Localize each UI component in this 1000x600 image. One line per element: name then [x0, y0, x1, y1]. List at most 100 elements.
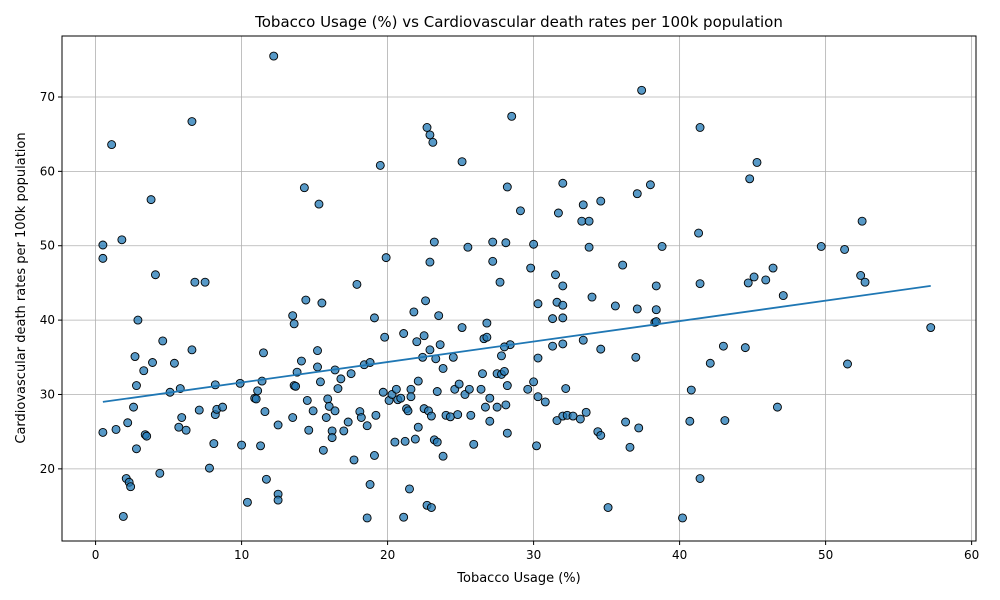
scatter-point: [485, 416, 495, 426]
scatter-point: [313, 346, 322, 356]
scatter-point: [695, 123, 705, 132]
scatter-point: [529, 377, 539, 387]
grid-lines: [62, 36, 976, 541]
scatter-point: [256, 441, 266, 451]
scatter-point: [749, 272, 759, 282]
scatter-point: [273, 420, 283, 430]
scatter-point: [390, 437, 400, 447]
scatter-point: [323, 394, 333, 404]
scatter-point: [370, 313, 379, 323]
scatter-point: [558, 339, 568, 349]
scatter-point: [457, 157, 467, 167]
scatter-point: [426, 503, 436, 512]
scatter-point: [333, 384, 343, 393]
scatter-point: [142, 431, 152, 441]
scatter-point: [375, 160, 385, 170]
scatter-point: [314, 199, 324, 209]
scatter-point: [111, 424, 121, 434]
scatter-point: [501, 238, 511, 248]
scatter-point: [365, 480, 375, 489]
scatter-point: [540, 397, 550, 407]
scatter-point: [302, 395, 312, 405]
scatter-point: [413, 422, 423, 432]
scatter-point: [476, 384, 486, 394]
scatter-point: [485, 393, 495, 403]
scatter-point: [631, 352, 641, 362]
y-tick-label: 50: [40, 239, 55, 253]
scatter-point: [482, 318, 492, 328]
scatter-point: [552, 416, 562, 425]
scatter-point: [651, 281, 661, 291]
x-tick-label: 10: [234, 548, 249, 562]
scatter-point: [381, 253, 391, 263]
scatter-point: [488, 256, 498, 266]
scatter-point: [308, 406, 318, 416]
scatter-point: [117, 235, 127, 245]
scatter-point: [926, 323, 936, 332]
scatter-point: [568, 411, 578, 421]
scatter-point: [533, 392, 543, 402]
scatter-point: [645, 180, 655, 190]
scatter-point: [558, 313, 568, 323]
scatter-point: [362, 513, 372, 523]
scatter-point: [352, 279, 362, 289]
scatter-point: [169, 358, 179, 368]
scatter-point: [253, 386, 263, 396]
scatter-point: [502, 182, 512, 192]
scatter-point: [548, 341, 558, 351]
scatter-point: [370, 451, 379, 460]
scatter-point: [288, 311, 298, 321]
scatter-point: [432, 387, 442, 396]
scatter-point: [507, 111, 517, 121]
scatter-point: [107, 140, 117, 150]
scatter-point: [448, 352, 458, 362]
scatter-point: [596, 196, 606, 206]
scatter-point: [98, 253, 108, 263]
scatter-point: [482, 332, 492, 342]
scatter-point: [694, 228, 704, 238]
scatter-point: [469, 439, 479, 449]
scatter-point: [391, 384, 401, 394]
scatter-point: [380, 332, 390, 342]
scatter-point: [123, 418, 133, 428]
scatter-point: [429, 237, 439, 247]
scatter-point: [499, 366, 509, 376]
scatter-point: [327, 433, 337, 443]
scatter-point: [685, 416, 695, 426]
scatter-point: [378, 387, 388, 397]
scatter-point: [132, 444, 141, 454]
scatter-point: [118, 512, 128, 521]
scatter-point: [146, 195, 156, 205]
scatter-point: [752, 157, 762, 167]
scatter-point: [261, 474, 271, 484]
scatter-point: [454, 379, 464, 389]
scatter-point: [412, 337, 422, 347]
scatter-point: [695, 474, 705, 483]
scatter-point: [480, 402, 490, 412]
data-points: [98, 51, 936, 523]
scatter-point: [778, 291, 788, 301]
scatter-point: [432, 437, 442, 447]
scatter-point: [553, 208, 563, 218]
scatter-point: [158, 336, 168, 346]
scatter-point: [242, 497, 252, 507]
x-axis-label: Tobacco Usage (%): [456, 571, 580, 586]
scatter-point: [304, 425, 314, 435]
scatter-point: [464, 384, 474, 394]
scatter-point: [346, 369, 356, 379]
scatter-point: [463, 242, 473, 252]
scatter-point: [336, 374, 346, 384]
scatter-point: [421, 296, 431, 306]
x-tick-label: 0: [92, 548, 100, 562]
scatter-point: [575, 414, 585, 424]
scatter-point: [578, 200, 588, 210]
scatter-point: [148, 358, 157, 367]
scatter-point: [174, 422, 184, 432]
scatter-point: [299, 183, 309, 193]
scatter-point: [596, 430, 606, 440]
scatter-point: [558, 300, 568, 310]
scatter-point: [269, 51, 279, 61]
scatter-point: [743, 278, 753, 288]
scatter-point: [339, 426, 349, 436]
scatter-point: [745, 174, 755, 184]
